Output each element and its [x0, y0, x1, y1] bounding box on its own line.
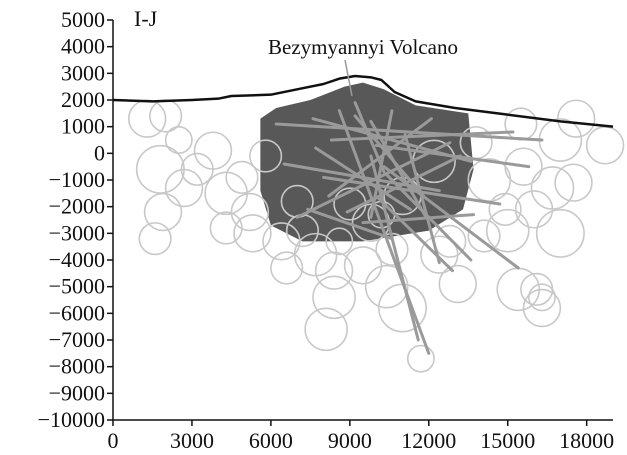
event-circle: [364, 264, 409, 309]
x-tick-label: 15000: [480, 428, 535, 453]
event-circle: [325, 227, 354, 256]
y-tick-label: −7000: [49, 327, 105, 352]
event-circle: [406, 344, 435, 373]
event-circle: [433, 224, 467, 258]
event-segment: [369, 119, 428, 219]
x-tick-label: 12000: [401, 428, 456, 453]
event-segment: [353, 101, 386, 174]
event-circle: [314, 251, 354, 290]
event-segment: [337, 109, 431, 355]
event-circle: [270, 251, 304, 285]
event-circle: [209, 211, 243, 245]
tick-labels: 500040003000200010000−1000−2000−3000−400…: [38, 7, 615, 453]
event-circle: [343, 246, 383, 285]
x-tick-label: 6000: [249, 428, 293, 453]
event-circle: [143, 192, 183, 232]
y-tick-label: 2000: [61, 87, 105, 112]
x-tick-label: 3000: [170, 428, 214, 453]
panel-label: I-J: [134, 6, 158, 31]
event-segment: [345, 154, 462, 214]
event-circle: [138, 222, 172, 256]
event-segment: [327, 117, 433, 198]
event-circle: [164, 168, 204, 208]
x-tick-label: 9000: [328, 428, 372, 453]
x-tick-label: 0: [108, 428, 119, 453]
event-circle: [535, 208, 585, 258]
event-circles-layer: [127, 99, 625, 373]
axes: [107, 19, 613, 426]
annotation-leader-line: [344, 59, 353, 97]
y-tick-label: −8000: [49, 354, 105, 379]
y-tick-label: 1000: [61, 114, 105, 139]
y-tick-label: −9000: [49, 380, 105, 405]
y-tick-label: −5000: [49, 274, 105, 299]
event-circle: [527, 283, 556, 312]
event-circle: [304, 307, 349, 352]
event-segment: [369, 109, 394, 219]
event-segment: [274, 122, 544, 142]
event-circle: [230, 192, 270, 232]
event-segment: [403, 133, 441, 265]
event-circle: [225, 160, 259, 194]
volcano-annotation: Bezymyannyi Volcano: [268, 35, 458, 59]
event-circle: [467, 219, 501, 253]
event-circle: [467, 158, 512, 202]
y-tick-label: −10000: [38, 407, 105, 432]
event-circle: [488, 192, 522, 226]
topography-layer: [112, 74, 614, 128]
y-tick-label: −1000: [49, 167, 105, 192]
event-segment: [374, 143, 531, 169]
event-circle: [485, 208, 530, 253]
y-tick-label: 4000: [61, 34, 105, 59]
event-segment: [314, 146, 412, 211]
event-circle: [249, 139, 283, 173]
x-tick-label: 18000: [559, 428, 614, 453]
event-circle: [233, 214, 272, 253]
event-circle: [556, 99, 596, 138]
event-circle: [193, 131, 233, 170]
event-circle: [438, 264, 477, 304]
y-tick-label: 0: [94, 140, 105, 165]
y-tick-label: 5000: [61, 7, 105, 32]
y-tick-label: −4000: [49, 247, 105, 272]
event-circle: [585, 126, 625, 165]
event-circle: [164, 126, 193, 154]
event-circle: [522, 288, 562, 328]
y-tick-label: −6000: [49, 300, 105, 325]
event-circle: [312, 275, 356, 320]
y-tick-label: −2000: [49, 194, 105, 219]
event-circle: [504, 107, 538, 141]
y-tick-label: 3000: [61, 60, 105, 85]
event-segment: [306, 207, 394, 241]
event-segment: [377, 197, 454, 273]
event-circle: [554, 163, 593, 202]
event-segment: [361, 213, 476, 225]
segments-layer: [274, 101, 544, 355]
y-tick-label: −3000: [49, 220, 105, 245]
topography-line: [112, 74, 614, 128]
event-circle: [530, 166, 575, 210]
event-segment: [329, 130, 515, 142]
event-circle: [538, 118, 583, 162]
